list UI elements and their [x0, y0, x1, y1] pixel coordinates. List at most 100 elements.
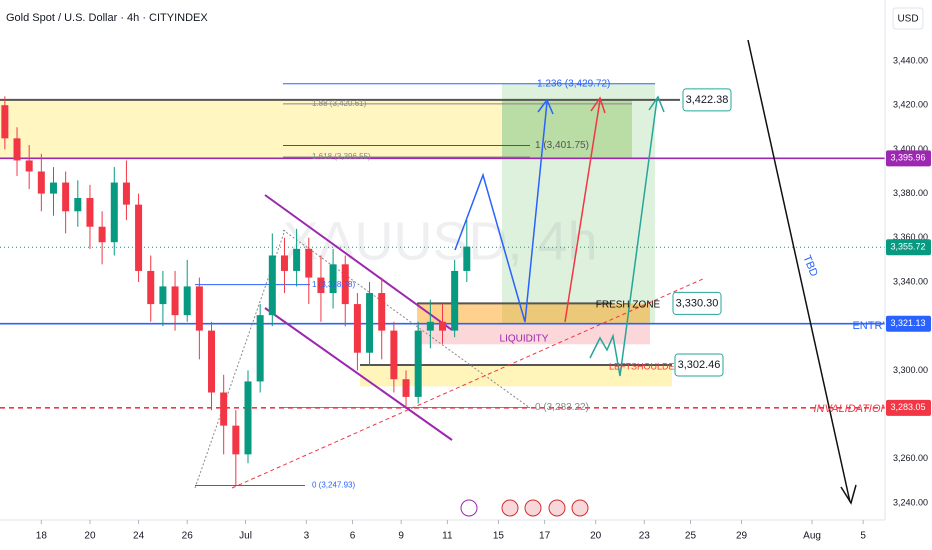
overlay: 3,440.00 3,420.00 3,400.00 3,380.00 3,360.00… — [36, 55, 931, 542]
annotation: ENTRY — [852, 320, 890, 332]
annotation: FRESH ZONE — [596, 300, 661, 311]
zone — [502, 83, 655, 324]
event-icons — [460, 499, 589, 517]
event-icon[interactable] — [501, 499, 519, 517]
unit-label: USD — [897, 14, 918, 25]
x-tick-label: Jul — [239, 531, 252, 542]
arrow-head — [537, 98, 554, 115]
fib-connector — [194, 229, 286, 489]
candle-body — [232, 425, 240, 455]
candle-body — [135, 204, 143, 271]
candle-body — [1, 105, 9, 139]
arrows — [454, 39, 857, 505]
zone — [360, 364, 672, 387]
axis-level-box — [886, 315, 931, 332]
y-tick-label: 3,440.00 — [893, 55, 928, 65]
arrow-path — [454, 101, 548, 323]
candle-body — [451, 270, 459, 331]
channel-line — [264, 194, 453, 331]
axis-level-label: 3,395.96 — [890, 153, 925, 163]
event-icon[interactable] — [460, 499, 478, 517]
candle-body — [183, 286, 191, 316]
event-icon[interactable] — [548, 499, 566, 517]
candle-body — [62, 182, 70, 212]
candle-body — [49, 182, 57, 194]
arrow-path — [747, 39, 851, 503]
x-tick-label: Aug — [803, 531, 821, 542]
label-box — [682, 88, 732, 112]
x-tick-label: 23 — [639, 531, 651, 542]
trend-line — [231, 277, 706, 489]
channel-line — [264, 307, 453, 441]
candle-body — [37, 171, 45, 194]
zone — [417, 323, 650, 345]
candle-body — [122, 182, 130, 205]
price-label: 3,330.30 — [676, 297, 719, 309]
x-tick-label: 18 — [36, 531, 48, 542]
candle-body — [220, 392, 228, 426]
drawings — [194, 194, 706, 489]
candle-body — [329, 264, 337, 294]
annotation: LEFTSHOULDER — [609, 361, 682, 371]
x-tick-label: 24 — [133, 531, 145, 542]
event-icon[interactable] — [524, 499, 542, 517]
candles — [1, 96, 471, 486]
candle-body — [414, 330, 422, 397]
candle-body — [353, 304, 361, 353]
event-icon[interactable] — [571, 499, 589, 517]
x-tick-label: 20 — [590, 531, 602, 542]
axis-level-box — [886, 239, 931, 256]
candle-body — [256, 315, 264, 382]
price-label: 3,302.46 — [678, 359, 721, 371]
fib-label: 0 (3,247.93) — [312, 481, 355, 490]
fib-label: 1.88 (3,420.61) — [312, 99, 367, 108]
candle-body — [293, 248, 301, 271]
candle-body — [195, 286, 203, 331]
arrow-head — [590, 96, 606, 114]
fib-label: 1 (3,338.78) — [312, 280, 355, 289]
candle-body — [280, 255, 288, 271]
candle-body — [439, 321, 446, 331]
candle-body — [402, 379, 410, 397]
x-tick-label: 20 — [84, 531, 96, 542]
x-tick-label: 9 — [398, 531, 404, 542]
candle-body — [171, 286, 179, 316]
candle-body — [390, 330, 398, 380]
x-tick-label: 11 — [442, 531, 453, 542]
candle-body — [305, 248, 313, 278]
x-tick-label: 15 — [493, 531, 505, 542]
arrow-head — [840, 484, 857, 505]
label-box — [672, 291, 722, 315]
candle-body — [268, 255, 276, 316]
y-tick-label: 3,420.00 — [893, 100, 928, 110]
x-tick-label: 17 — [539, 531, 551, 542]
arrow-path — [564, 99, 601, 323]
x-tick-label: 25 — [685, 531, 697, 542]
price-label: 3,422.38 — [686, 94, 729, 106]
x-tick-label: 3 — [304, 531, 310, 542]
candle-body — [463, 246, 471, 271]
y-tick-label: 3,340.00 — [893, 276, 928, 286]
x-tick-label: 5 — [860, 531, 866, 542]
fib-label: 0 (3,283.22) — [535, 402, 589, 413]
arrow-head — [648, 95, 665, 113]
candle-body — [13, 138, 21, 161]
fib-label: 1.618 (3,396.55) — [312, 152, 371, 161]
fib-label: 1.236 (3,429.72) — [537, 78, 610, 89]
y-tick-label: 3,260.00 — [893, 453, 928, 463]
y-tick-label: 3,400.00 — [893, 144, 928, 154]
axis-level-box — [886, 399, 931, 416]
y-tick-label: 3,360.00 — [893, 232, 928, 242]
candle-body — [110, 182, 118, 243]
candle-body — [98, 226, 106, 243]
candle-body — [208, 330, 216, 393]
unit-box[interactable] — [892, 7, 924, 30]
y-tick-label: 3,300.00 — [893, 365, 928, 375]
x-tick-label: 29 — [736, 531, 748, 542]
candle-body — [86, 198, 94, 227]
zones — [0, 83, 672, 387]
fib-connector — [282, 229, 531, 409]
candle-body — [244, 381, 252, 455]
